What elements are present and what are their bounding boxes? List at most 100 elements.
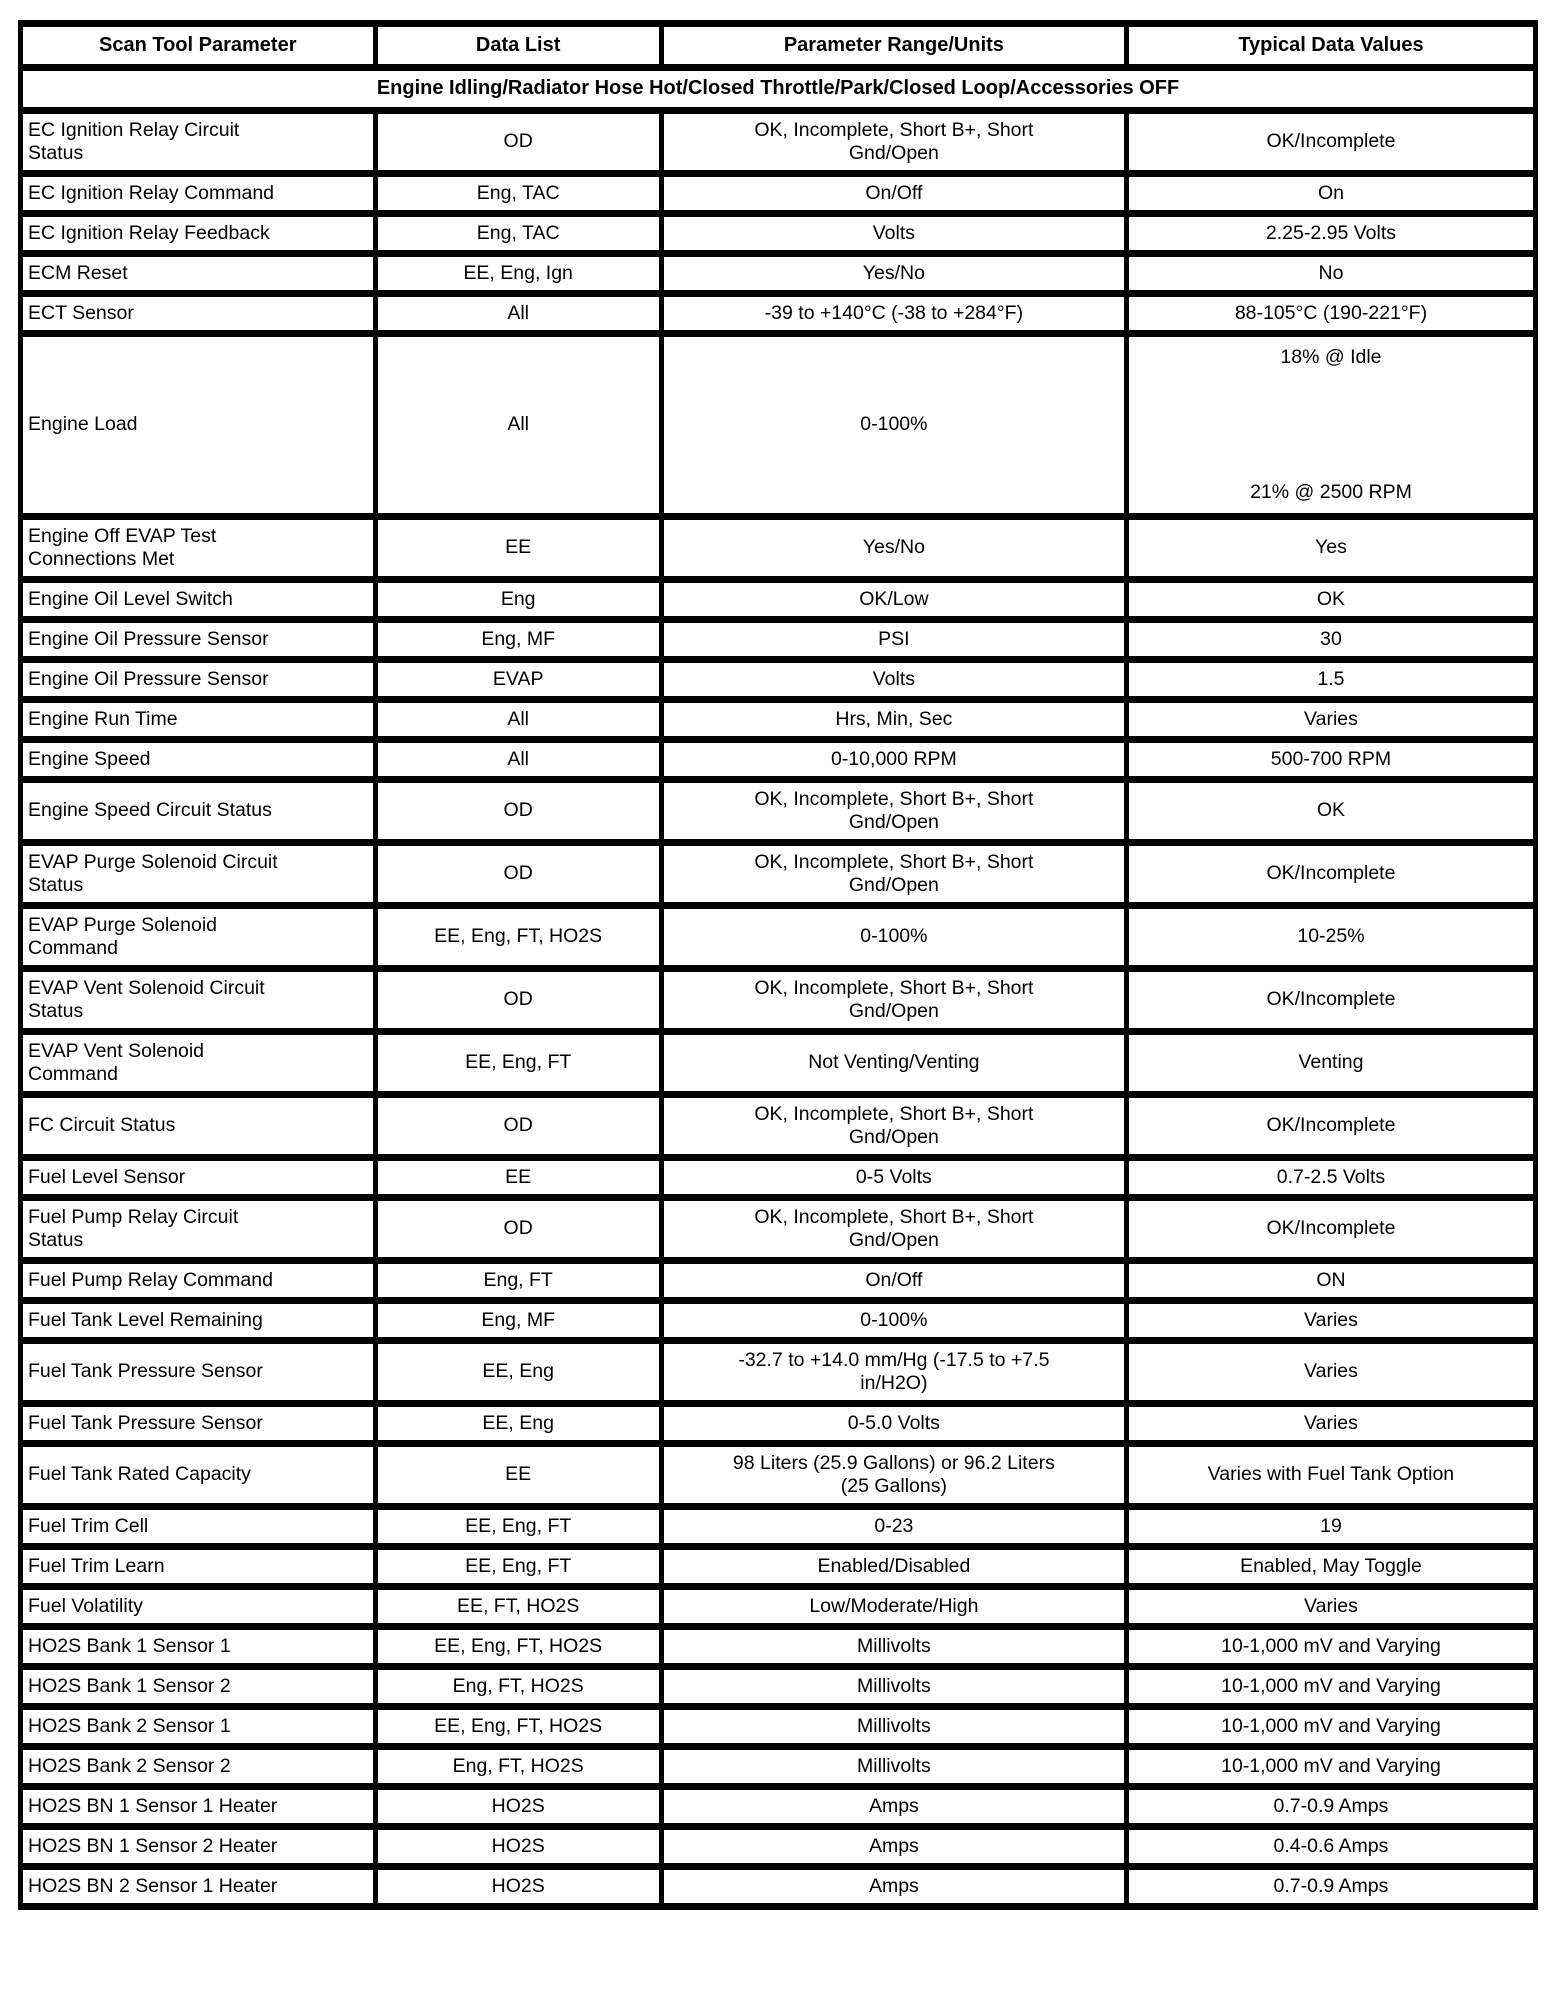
parameter-cell: HO2S BN 2 Sensor 1 Heater — [18, 1862, 378, 1910]
value-cell: 2.25-2.95 Volts — [1123, 209, 1539, 257]
table-row: Engine Oil Level Switch Eng OK/Low OK — [18, 575, 1539, 623]
data-list-cell: Eng — [372, 575, 664, 623]
value-bottom: 21% @ 2500 RPM — [1250, 480, 1412, 503]
range-cell: Yes/No — [658, 512, 1129, 583]
data-list-cell: OD — [372, 106, 664, 177]
parameter-cell: HO2S Bank 1 Sensor 2 — [18, 1662, 378, 1710]
scan-tool-parameter-table: Scan Tool Parameter Data List Parameter … — [18, 20, 1539, 1910]
table-row: EC Ignition Relay Feedback Eng, TAC Volts 2… — [18, 209, 1539, 257]
data-list-cell: EE — [372, 512, 664, 583]
data-list-cell: HO2S — [372, 1822, 664, 1870]
range-cell: Yes/No — [658, 249, 1129, 297]
range-cell: 98 Liters (25.9 Gallons) or 96.2 Liters … — [658, 1439, 1129, 1510]
range-cell: 0-100% — [658, 901, 1129, 972]
table-row: HO2S Bank 1 Sensor 1 EE, Eng, FT, HO2S Mil… — [18, 1622, 1539, 1670]
value-cell: 10-1,000 mV and Varying — [1123, 1742, 1539, 1790]
range-cell: -32.7 to +14.0 mm/Hg (-17.5 to +7.5 in/H… — [658, 1336, 1129, 1407]
table-row: EVAP Purge Solenoid Command EE, Eng, FT, … — [18, 901, 1539, 972]
range-cell: On/Off — [658, 169, 1129, 217]
value-cell: No — [1123, 249, 1539, 297]
range-cell: Millivolts — [658, 1702, 1129, 1750]
parameter-cell: Engine Speed Circuit Status — [18, 775, 378, 846]
value-cell: Varies — [1123, 1336, 1539, 1407]
table-row: EVAP Purge Solenoid Circuit Status OD OK, … — [18, 838, 1539, 909]
value-cell: 30 — [1123, 615, 1539, 663]
data-list-cell: EE, Eng, FT, HO2S — [372, 1702, 664, 1750]
value-cell: Varies — [1123, 1582, 1539, 1630]
parameter-cell: EVAP Vent Solenoid Circuit Status — [18, 964, 378, 1035]
range-cell: Volts — [658, 209, 1129, 257]
data-list-cell: All — [372, 289, 664, 337]
table-row: Engine Off EVAP Test Connections Met EE Ye… — [18, 512, 1539, 583]
range-cell: Amps — [658, 1862, 1129, 1910]
data-list-cell: All — [372, 329, 664, 520]
range-cell: 0-100% — [658, 1296, 1129, 1344]
table-row: HO2S BN 1 Sensor 1 Heater HO2S Amps 0.7-0.9… — [18, 1782, 1539, 1830]
value-cell: 500-700 RPM — [1123, 735, 1539, 783]
value-cell: 0.7-0.9 Amps — [1123, 1782, 1539, 1830]
data-list-cell: HO2S — [372, 1862, 664, 1910]
range-cell: OK, Incomplete, Short B+, Short Gnd/Open — [658, 838, 1129, 909]
range-cell: Amps — [658, 1822, 1129, 1870]
value-cell: ON — [1123, 1256, 1539, 1304]
data-list-cell: Eng, MF — [372, 1296, 664, 1344]
table-row: Fuel Tank Pressure Sensor EE, Eng -32.7 to… — [18, 1336, 1539, 1407]
table-row: EVAP Vent Solenoid Circuit Status OD OK, I… — [18, 964, 1539, 1035]
value-cell: OK — [1123, 575, 1539, 623]
range-cell: 0-100% — [658, 329, 1129, 520]
value-cell: OK/Incomplete — [1123, 838, 1539, 909]
parameter-cell: HO2S BN 1 Sensor 2 Heater — [18, 1822, 378, 1870]
parameter-cell: Engine Speed — [18, 735, 378, 783]
header-scan-tool-parameter: Scan Tool Parameter — [18, 20, 378, 71]
value-cell: 10-1,000 mV and Varying — [1123, 1662, 1539, 1710]
table-row: Fuel Tank Pressure Sensor EE, Eng 0-5.0 Vo… — [18, 1399, 1539, 1447]
range-cell: 0-5 Volts — [658, 1153, 1129, 1201]
value-cell: 19 — [1123, 1502, 1539, 1550]
header-data-list: Data List — [372, 20, 664, 71]
parameter-cell: HO2S Bank 2 Sensor 1 — [18, 1702, 378, 1750]
table-row: Fuel Level Sensor EE 0-5 Volts 0.7-2.5 Volt… — [18, 1153, 1539, 1201]
data-list-cell: OD — [372, 775, 664, 846]
range-cell: On/Off — [658, 1256, 1129, 1304]
value-cell: Varies — [1123, 1296, 1539, 1344]
data-list-cell: Eng, FT, HO2S — [372, 1742, 664, 1790]
data-list-cell: EE, Eng, FT — [372, 1542, 664, 1590]
range-cell: OK, Incomplete, Short B+, Short Gnd/Open — [658, 1090, 1129, 1161]
table-row: ECM Reset EE, Eng, Ign Yes/No No — [18, 249, 1539, 297]
table-row: HO2S BN 1 Sensor 2 Heater HO2S Amps 0.4-0.6… — [18, 1822, 1539, 1870]
data-list-cell: EE, Eng — [372, 1399, 664, 1447]
table-body: EC Ignition Relay Circuit Status OD OK, In… — [18, 106, 1539, 1910]
parameter-cell: Fuel Tank Pressure Sensor — [18, 1336, 378, 1407]
table-row: HO2S BN 2 Sensor 1 Heater HO2S Amps 0.7-0.9… — [18, 1862, 1539, 1910]
table-row: EC Ignition Relay Circuit Status OD OK, In… — [18, 106, 1539, 177]
range-cell: OK, Incomplete, Short B+, Short Gnd/Open — [658, 964, 1129, 1035]
table-row: Fuel Trim Learn EE, Eng, FT Enabled/Disabl… — [18, 1542, 1539, 1590]
value-cell: OK/Incomplete — [1123, 964, 1539, 1035]
table-row: HO2S Bank 1 Sensor 2 Eng, FT, HO2S Millivo… — [18, 1662, 1539, 1710]
table-row: FC Circuit Status OD OK, Incomplete, Short… — [18, 1090, 1539, 1161]
value-cell: OK — [1123, 775, 1539, 846]
data-list-cell: OD — [372, 1193, 664, 1264]
parameter-cell: HO2S BN 1 Sensor 1 Heater — [18, 1782, 378, 1830]
parameter-cell: Fuel Pump Relay Command — [18, 1256, 378, 1304]
value-top: 18% @ Idle — [1280, 345, 1382, 368]
range-cell: Millivolts — [658, 1742, 1129, 1790]
table-row: Engine Speed All 0-10,000 RPM 500-700 RPM — [18, 735, 1539, 783]
test-condition-text: Engine Idling/Radiator Hose Hot/Closed T… — [18, 64, 1538, 114]
range-cell: 0-5.0 Volts — [658, 1399, 1129, 1447]
value-cell: Varies — [1123, 695, 1539, 743]
data-list-cell: HO2S — [372, 1782, 664, 1830]
value-cell: 0.4-0.6 Amps — [1123, 1822, 1539, 1870]
value-cell: Varies with Fuel Tank Option — [1123, 1439, 1539, 1510]
parameter-cell: Fuel Tank Rated Capacity — [18, 1439, 378, 1510]
parameter-cell: HO2S Bank 1 Sensor 1 — [18, 1622, 378, 1670]
range-cell: 0-23 — [658, 1502, 1129, 1550]
parameter-cell: Engine Oil Pressure Sensor — [18, 655, 378, 703]
table-row: Engine Run Time All Hrs, Min, Sec Varies — [18, 695, 1539, 743]
table-header: Scan Tool Parameter Data List Parameter … — [18, 20, 1539, 114]
parameter-cell: EVAP Purge Solenoid Command — [18, 901, 378, 972]
data-list-cell: Eng, TAC — [372, 169, 664, 217]
range-cell: Millivolts — [658, 1662, 1129, 1710]
parameter-cell: Engine Oil Level Switch — [18, 575, 378, 623]
data-list-cell: EE, Eng, FT, HO2S — [372, 901, 664, 972]
